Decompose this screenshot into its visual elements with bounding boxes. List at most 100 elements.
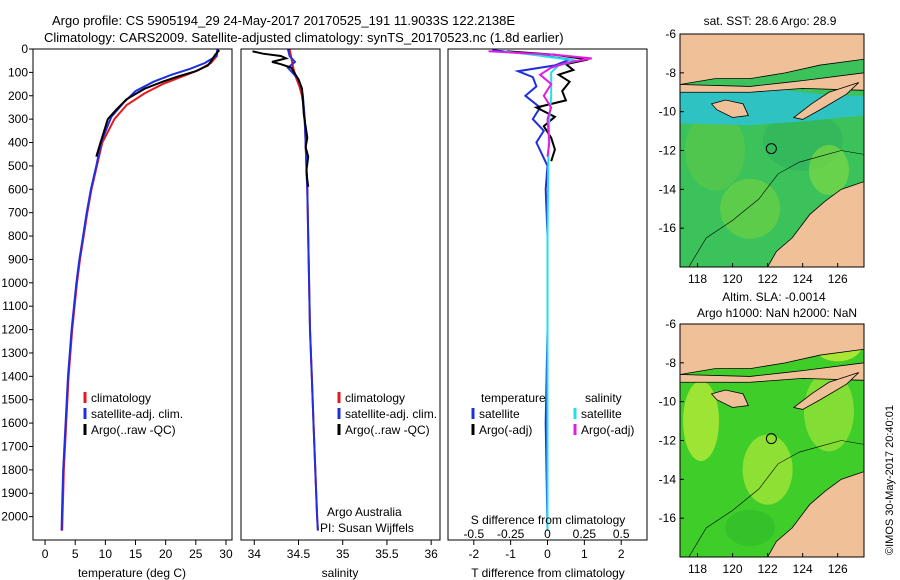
difference-series-line-2 (503, 50, 578, 531)
temperature-legend-label: climatology (91, 391, 151, 405)
temperature-legend: climatology satellite-adj. clim. Argo(..ra… (83, 391, 183, 437)
depth-tick-label: 400 (8, 136, 28, 150)
difference-legend-label: satellite (479, 407, 520, 421)
depth-tick-label: 600 (8, 182, 28, 196)
temperature-xtick-label: 5 (72, 547, 79, 561)
salinity-legend-label: climatology (345, 391, 405, 405)
argo-position-marker (765, 143, 777, 155)
map-land (710, 99, 749, 118)
difference-top-tick-label: -0.5 (463, 527, 484, 541)
depth-tick-label: 200 (8, 89, 28, 103)
map-field-patch (720, 178, 781, 239)
map-land (680, 362, 864, 383)
salinity-legend-label: Argo(..raw -QC) (345, 423, 430, 437)
salinity-legend: climatology satellite-adj. clim. Argo(..ra… (337, 391, 437, 437)
map-lon-label: 120 (723, 562, 743, 576)
depth-tick-label: 0 (21, 42, 28, 56)
map-lon-label: 122 (758, 562, 778, 576)
map-lat-label: -16 (659, 511, 677, 525)
temperature-panel: 0100200300400500600700800900100011001200… (1, 42, 233, 580)
salinity-legend-label: satellite-adj. clim. (345, 407, 437, 421)
difference-xlabel: T difference from climatology (471, 566, 625, 580)
map-land (680, 34, 864, 85)
temperature-xlabel: temperature (deg C) (78, 566, 186, 580)
difference-legend-title-right: salinity (585, 391, 622, 405)
map-land (792, 372, 860, 410)
difference-xtick-label: -2 (468, 547, 479, 561)
salinity-xtick-label: 36 (424, 547, 438, 561)
map-land (792, 82, 860, 120)
difference-top-tick-label: 0.5 (613, 527, 630, 541)
temperature-xtick-label: 15 (129, 547, 143, 561)
map-lon-label: 118 (688, 562, 707, 576)
depth-tick-label: 700 (8, 206, 28, 220)
header-line-2: Climatology: CARS2009. Satellite-adjuste… (44, 30, 564, 45)
map-lat-label: -12 (659, 144, 677, 158)
difference-xtick-label: -1 (505, 547, 516, 561)
salinity-series-line-1 (286, 49, 319, 531)
difference-xtick-label: 1 (581, 547, 588, 561)
difference-panel: -2 -1 0 1 2 -0.5 -0.25 0 0.25 0.5 S difference f… (447, 48, 648, 580)
map-land (767, 471, 864, 557)
difference-legend-label: Argo(-adj) (479, 423, 532, 437)
salinity-series-line-0 (288, 49, 319, 531)
header-line-1: Argo profile: CS 5905194_29 24-May-2017 … (52, 13, 515, 28)
salinity-xtick-label: 34 (248, 547, 262, 561)
map-lat-label: -8 (665, 356, 676, 370)
depth-tick-label: 1200 (1, 323, 28, 337)
map-lon-label: 126 (828, 272, 848, 286)
map-lon-label: 120 (723, 272, 743, 286)
map-lat-label: -12 (659, 434, 677, 448)
map-land (680, 324, 864, 375)
map-lat-label: -8 (665, 66, 676, 80)
difference-series-line-0 (492, 49, 574, 531)
map-lat-label: -14 (659, 472, 677, 486)
salinity-axes-frame (240, 48, 441, 541)
map-land (767, 181, 864, 267)
depth-tick-label: 1000 (1, 276, 28, 290)
map-ocean-band (680, 86, 864, 126)
map-field-patch (808, 144, 849, 195)
salinity-xtick-label: 35.5 (375, 547, 399, 561)
temperature-xtick-label: 20 (159, 547, 173, 561)
depth-tick-label: 1500 (1, 393, 28, 407)
map-lon-label: 124 (793, 562, 813, 576)
depth-tick-label: 1900 (1, 486, 28, 500)
map-lat-label: -10 (659, 105, 677, 119)
map-lat-label: -16 (659, 221, 677, 235)
temperature-series-line-2 (95, 49, 221, 157)
temperature-xtick-label: 10 (99, 547, 113, 561)
salinity-xtick-label: 34.5 (287, 547, 311, 561)
pi-annotation-line-2: PI: Susan Wijffels (320, 521, 414, 535)
difference-top-label: S difference from climatology (471, 513, 626, 527)
map-land (680, 72, 864, 93)
temperature-legend-label: Argo(..raw -QC) (91, 423, 176, 437)
map-lon-label: 126 (828, 562, 848, 576)
map-field-patch (725, 509, 776, 546)
map-lat-label: -6 (665, 317, 676, 331)
temperature-xtick-label: 25 (189, 547, 203, 561)
difference-xtick-label: 2 (618, 547, 625, 561)
salinity-xtick-label: 35 (336, 547, 350, 561)
depth-tick-label: 100 (8, 65, 28, 79)
map-lat-label: -10 (659, 395, 677, 409)
difference-series-line-1 (506, 50, 589, 162)
difference-legend-label: Argo(-adj) (581, 423, 634, 437)
argo-position-marker (765, 433, 777, 445)
map-lat-label: -6 (665, 27, 676, 41)
map-contour (688, 440, 864, 557)
temperature-series-line-0 (61, 49, 219, 531)
salinity-series-line-2 (252, 50, 310, 188)
difference-series-line-3 (488, 50, 592, 157)
map-field-patch (742, 434, 793, 505)
difference-legend-title-left: temperature (481, 391, 546, 405)
difference-top-tick-label: 0 (544, 527, 551, 541)
sla-map-subtitle: Argo h1000: NaN h2000: NaN (697, 306, 857, 320)
temperature-series-line-1 (60, 49, 219, 531)
temperature-legend-label: satellite-adj. clim. (91, 407, 183, 421)
depth-tick-label: 1700 (1, 439, 28, 453)
depth-tick-label: 800 (8, 229, 28, 243)
depth-tick-label: 1400 (1, 369, 28, 383)
difference-legend: temperature salinity satellite Argo(-adj) sa… (471, 391, 634, 437)
